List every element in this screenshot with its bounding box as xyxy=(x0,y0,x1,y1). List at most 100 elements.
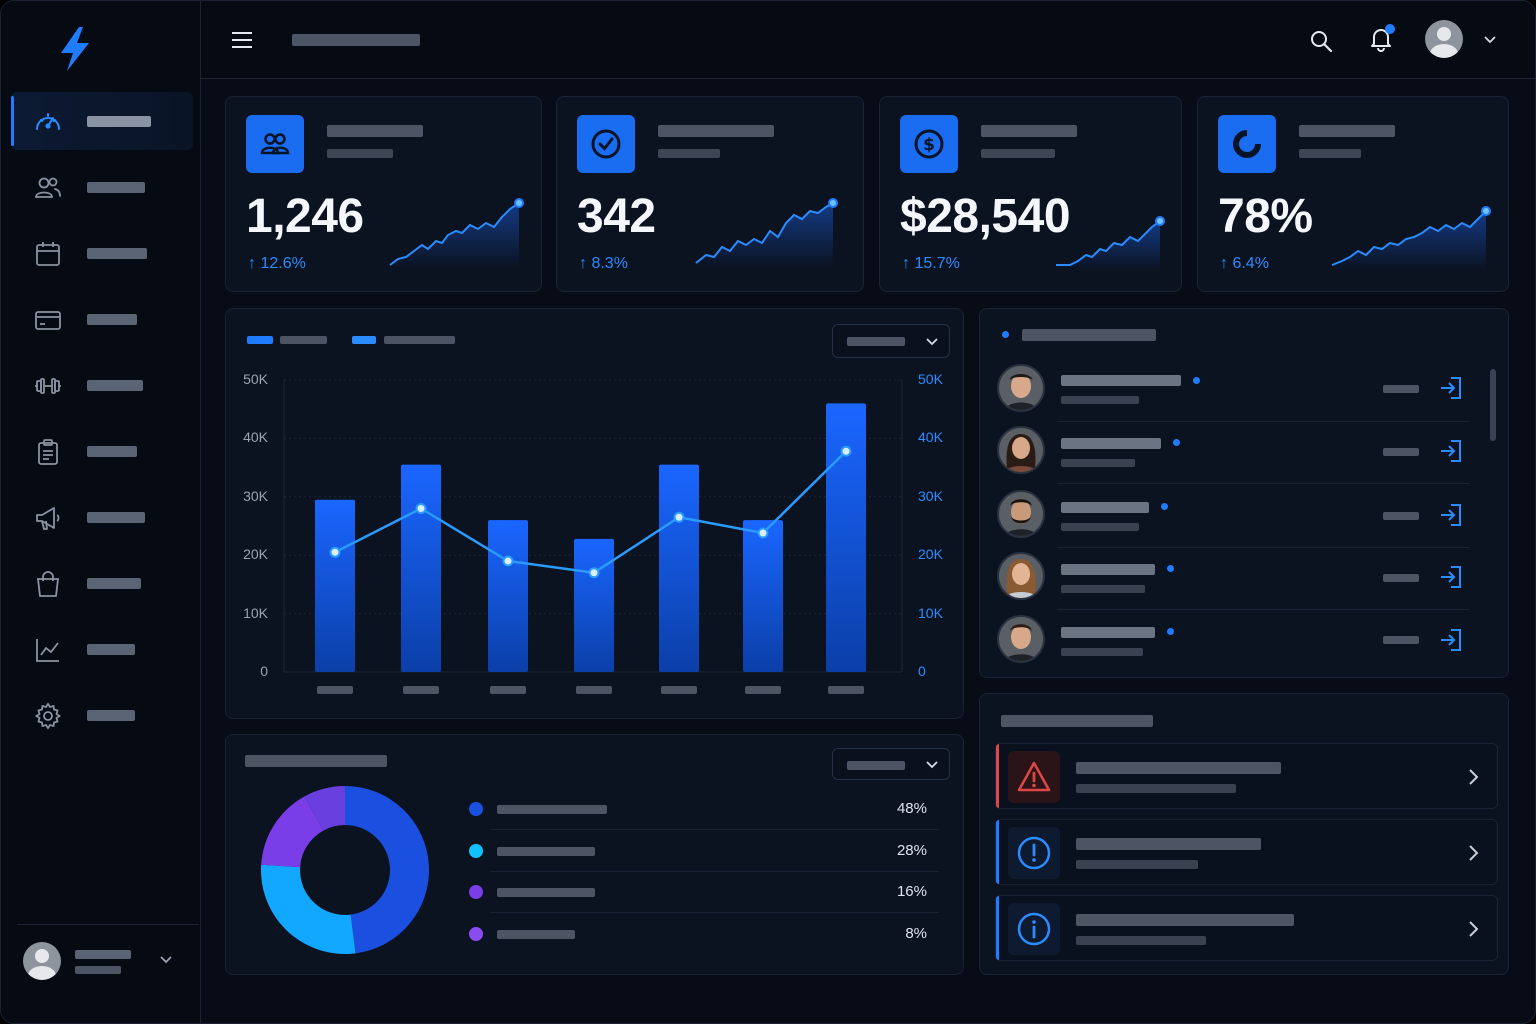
line-point[interactable] xyxy=(673,511,685,523)
period-dropdown[interactable] xyxy=(832,748,950,780)
sidebar-item-label xyxy=(87,248,147,259)
bar[interactable] xyxy=(401,464,441,672)
sidebar-item-label xyxy=(87,116,151,127)
sidebar-item-store[interactable] xyxy=(11,554,193,612)
donut-slice[interactable] xyxy=(345,786,430,954)
sidebar-item-users[interactable] xyxy=(11,158,193,216)
legend-percent: 48% xyxy=(896,800,927,817)
line-point[interactable] xyxy=(502,555,514,567)
sidebar-item-settings[interactable] xyxy=(11,686,193,744)
card-title xyxy=(1001,715,1153,727)
legend-swatch xyxy=(352,336,376,344)
alert-item-info[interactable] xyxy=(995,895,1498,961)
live-dot xyxy=(1002,331,1009,338)
list-item[interactable] xyxy=(997,611,1487,673)
line-point[interactable] xyxy=(415,502,427,514)
y-tick-label-right: 50K xyxy=(918,371,943,387)
period-dropdown[interactable] xyxy=(832,324,950,358)
online-dot xyxy=(1167,628,1174,635)
avatar xyxy=(997,426,1045,474)
search-icon[interactable] xyxy=(1309,29,1333,53)
lightning-logo-icon[interactable] xyxy=(53,25,97,73)
kpi-delta: ↑ 8.3% xyxy=(579,255,628,272)
legend-item: 8% xyxy=(469,919,939,949)
sidebar-item-analytics[interactable] xyxy=(11,620,193,678)
y-tick-label-left: 50K xyxy=(243,371,268,387)
bar[interactable] xyxy=(743,520,783,672)
credit-card-icon xyxy=(35,311,61,330)
sidebar-item-marketing[interactable] xyxy=(11,488,193,546)
alert-circle-icon xyxy=(1017,836,1051,870)
sidebar-item-tasks[interactable] xyxy=(11,422,193,480)
x-tick-label xyxy=(403,686,439,694)
check-in-icon[interactable] xyxy=(1437,374,1465,402)
avatar[interactable] xyxy=(1425,20,1463,58)
donut-slice[interactable] xyxy=(304,786,345,831)
line-chart-icon xyxy=(36,639,59,662)
scrollbar[interactable] xyxy=(1490,369,1496,441)
check-in-icon[interactable] xyxy=(1437,626,1465,654)
kpi-card-retention[interactable]: 78% ↑ 6.4% xyxy=(1197,96,1509,292)
bar[interactable] xyxy=(315,499,355,672)
check-in-icon[interactable] xyxy=(1437,563,1465,591)
chevron-right-icon xyxy=(1469,769,1479,785)
kpi-card-members[interactable]: 1,246 ↑ 12.6% xyxy=(225,96,542,292)
revenue-chart-card: 50K 50K 40K 40K 30K 30K 20K 20K 10K 10K 0 0 xyxy=(225,308,964,719)
sidebar-user-menu[interactable] xyxy=(21,941,191,981)
sidebar-item-workouts[interactable] xyxy=(11,356,193,414)
x-tick-label xyxy=(317,686,353,694)
y-tick-label-left: 0 xyxy=(260,663,268,679)
x-tick-label xyxy=(828,686,864,694)
svg-text:$: $ xyxy=(923,135,935,155)
list-item[interactable] xyxy=(997,360,1487,422)
sidebar-item-calendar[interactable] xyxy=(11,224,193,282)
warning-icon xyxy=(1017,761,1051,792)
check-in-icon[interactable] xyxy=(1437,501,1465,529)
x-tick-label xyxy=(576,686,612,694)
sidebar-item-dashboard[interactable] xyxy=(11,92,193,150)
avatar xyxy=(997,490,1045,538)
sparkline xyxy=(389,198,524,269)
y-tick-label-left: 30K xyxy=(243,487,268,504)
line-point[interactable] xyxy=(588,567,600,579)
top-bar xyxy=(201,1,1535,79)
kpi-card-checkins[interactable]: 342 ↑ 8.3% xyxy=(556,96,864,292)
bell-icon[interactable] xyxy=(1367,23,1397,53)
x-tick-label xyxy=(661,686,697,694)
y-tick-label-left: 20K xyxy=(243,546,268,563)
pie-chart-icon xyxy=(1233,129,1262,158)
line-point[interactable] xyxy=(757,527,769,539)
kpi-value: 342 xyxy=(577,190,656,243)
kpi-card-revenue[interactable]: $ $28,540 ↑ 15.7% xyxy=(879,96,1182,292)
chevron-down-icon xyxy=(160,956,172,964)
avatar xyxy=(997,552,1045,600)
bar[interactable] xyxy=(659,464,699,672)
legend-label xyxy=(384,336,455,344)
alert-item-notice[interactable] xyxy=(995,819,1498,885)
card-title xyxy=(1022,329,1156,341)
list-item[interactable] xyxy=(997,422,1487,484)
bar[interactable] xyxy=(826,403,866,672)
bar[interactable] xyxy=(488,520,528,672)
sidebar-item-billing[interactable] xyxy=(11,290,193,348)
y-tick-label-right: 40K xyxy=(918,429,943,446)
sidebar xyxy=(1,1,201,1023)
list-item[interactable] xyxy=(997,486,1487,548)
y-tick-label-right: 0 xyxy=(918,663,926,679)
donut-slice[interactable] xyxy=(261,796,324,868)
check-in-icon[interactable] xyxy=(1437,437,1465,465)
donut-slice[interactable] xyxy=(261,864,356,954)
combo-chart xyxy=(283,379,903,694)
line-point[interactable] xyxy=(329,546,341,558)
alert-item-warning[interactable] xyxy=(995,743,1498,809)
avatar xyxy=(997,615,1045,663)
list-item[interactable] xyxy=(997,548,1487,610)
menu-icon[interactable] xyxy=(231,31,253,49)
bar[interactable] xyxy=(574,538,614,672)
line-point[interactable] xyxy=(840,445,852,457)
chevron-down-icon[interactable] xyxy=(1483,35,1497,45)
kpi-icon-box xyxy=(577,115,635,173)
legend-percent: 28% xyxy=(896,842,927,859)
sidebar-item-label xyxy=(87,182,145,193)
